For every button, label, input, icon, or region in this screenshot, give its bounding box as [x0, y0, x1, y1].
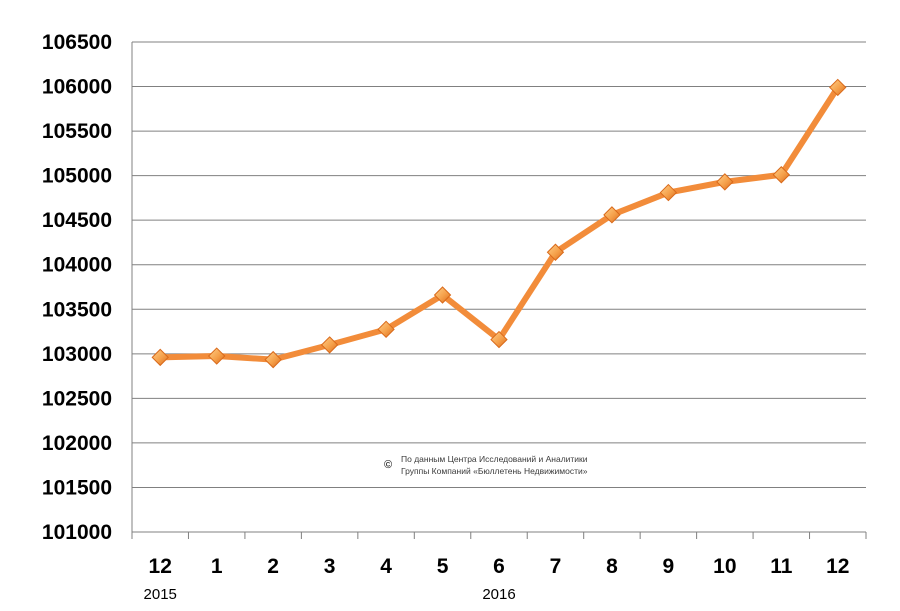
x-tick-label: 8	[606, 555, 618, 578]
y-tick-label: 105000	[42, 165, 112, 188]
y-tick-label: 106500	[42, 31, 112, 54]
x-tick-label: 12	[149, 555, 172, 578]
x-axis-tick-labels: 12 1 2 3 4 5 6 7 8 9 10 11 12	[149, 555, 850, 578]
y-tick-label: 101500	[42, 476, 112, 499]
data-point-marker	[829, 78, 847, 97]
y-tick-label: 103500	[42, 298, 112, 321]
y-tick-label: 101000	[42, 521, 112, 544]
x-tick-label: 7	[550, 555, 562, 578]
data-point-marker	[433, 286, 452, 304]
source-credit: © По данным Центра Исследований и Аналит…	[384, 454, 588, 476]
series-line-path	[157, 84, 841, 363]
year-label: 2015	[144, 586, 177, 603]
series-line	[157, 84, 841, 363]
x-tick-label: 6	[493, 555, 505, 578]
data-point-marker	[207, 347, 226, 365]
data-point-marker	[603, 206, 621, 224]
credit-line-1: По данным Центра Исследований и Аналитик…	[401, 454, 588, 464]
copyright-mark: ©	[384, 459, 392, 471]
x-tick-label: 10	[713, 555, 736, 578]
data-point-marker	[716, 173, 734, 191]
x-tick-label: 9	[663, 555, 675, 578]
data-point-marker	[264, 350, 282, 369]
y-tick-label: 104000	[42, 254, 112, 277]
data-point-marker	[490, 330, 508, 349]
x-tick-label: 2	[267, 555, 279, 578]
year-label: 2016	[482, 586, 515, 603]
data-point-marker	[377, 320, 395, 339]
data-markers	[151, 78, 847, 369]
y-tick-label: 106000	[42, 76, 112, 99]
x-tick-label: 4	[380, 555, 392, 578]
credit-line-2: Группы Компаний «Бюллетень Недвижимости»	[401, 466, 588, 476]
x-tick-label: 5	[437, 555, 449, 578]
x-tick-label: 12	[826, 555, 849, 578]
year-labels: 2015 2016	[144, 586, 516, 603]
data-point-marker	[772, 166, 791, 184]
x-tick-label: 3	[324, 555, 336, 578]
x-tick-label: 11	[770, 555, 793, 578]
y-tick-label: 105500	[42, 120, 112, 143]
y-tick-label: 102500	[42, 387, 112, 410]
gridlines	[132, 41, 866, 488]
data-point-marker	[320, 336, 339, 354]
y-tick-label: 103000	[42, 343, 112, 366]
data-point-marker	[659, 183, 678, 202]
data-point-marker	[151, 348, 169, 367]
axes	[131, 42, 867, 539]
y-axis-tick-labels: 101000 101500 102000 102500 103000 103500 1040…	[42, 31, 112, 544]
data-point-marker	[546, 243, 565, 261]
y-tick-label: 104500	[42, 209, 112, 232]
y-tick-label: 102000	[42, 432, 112, 455]
x-tick-label: 1	[211, 555, 223, 578]
